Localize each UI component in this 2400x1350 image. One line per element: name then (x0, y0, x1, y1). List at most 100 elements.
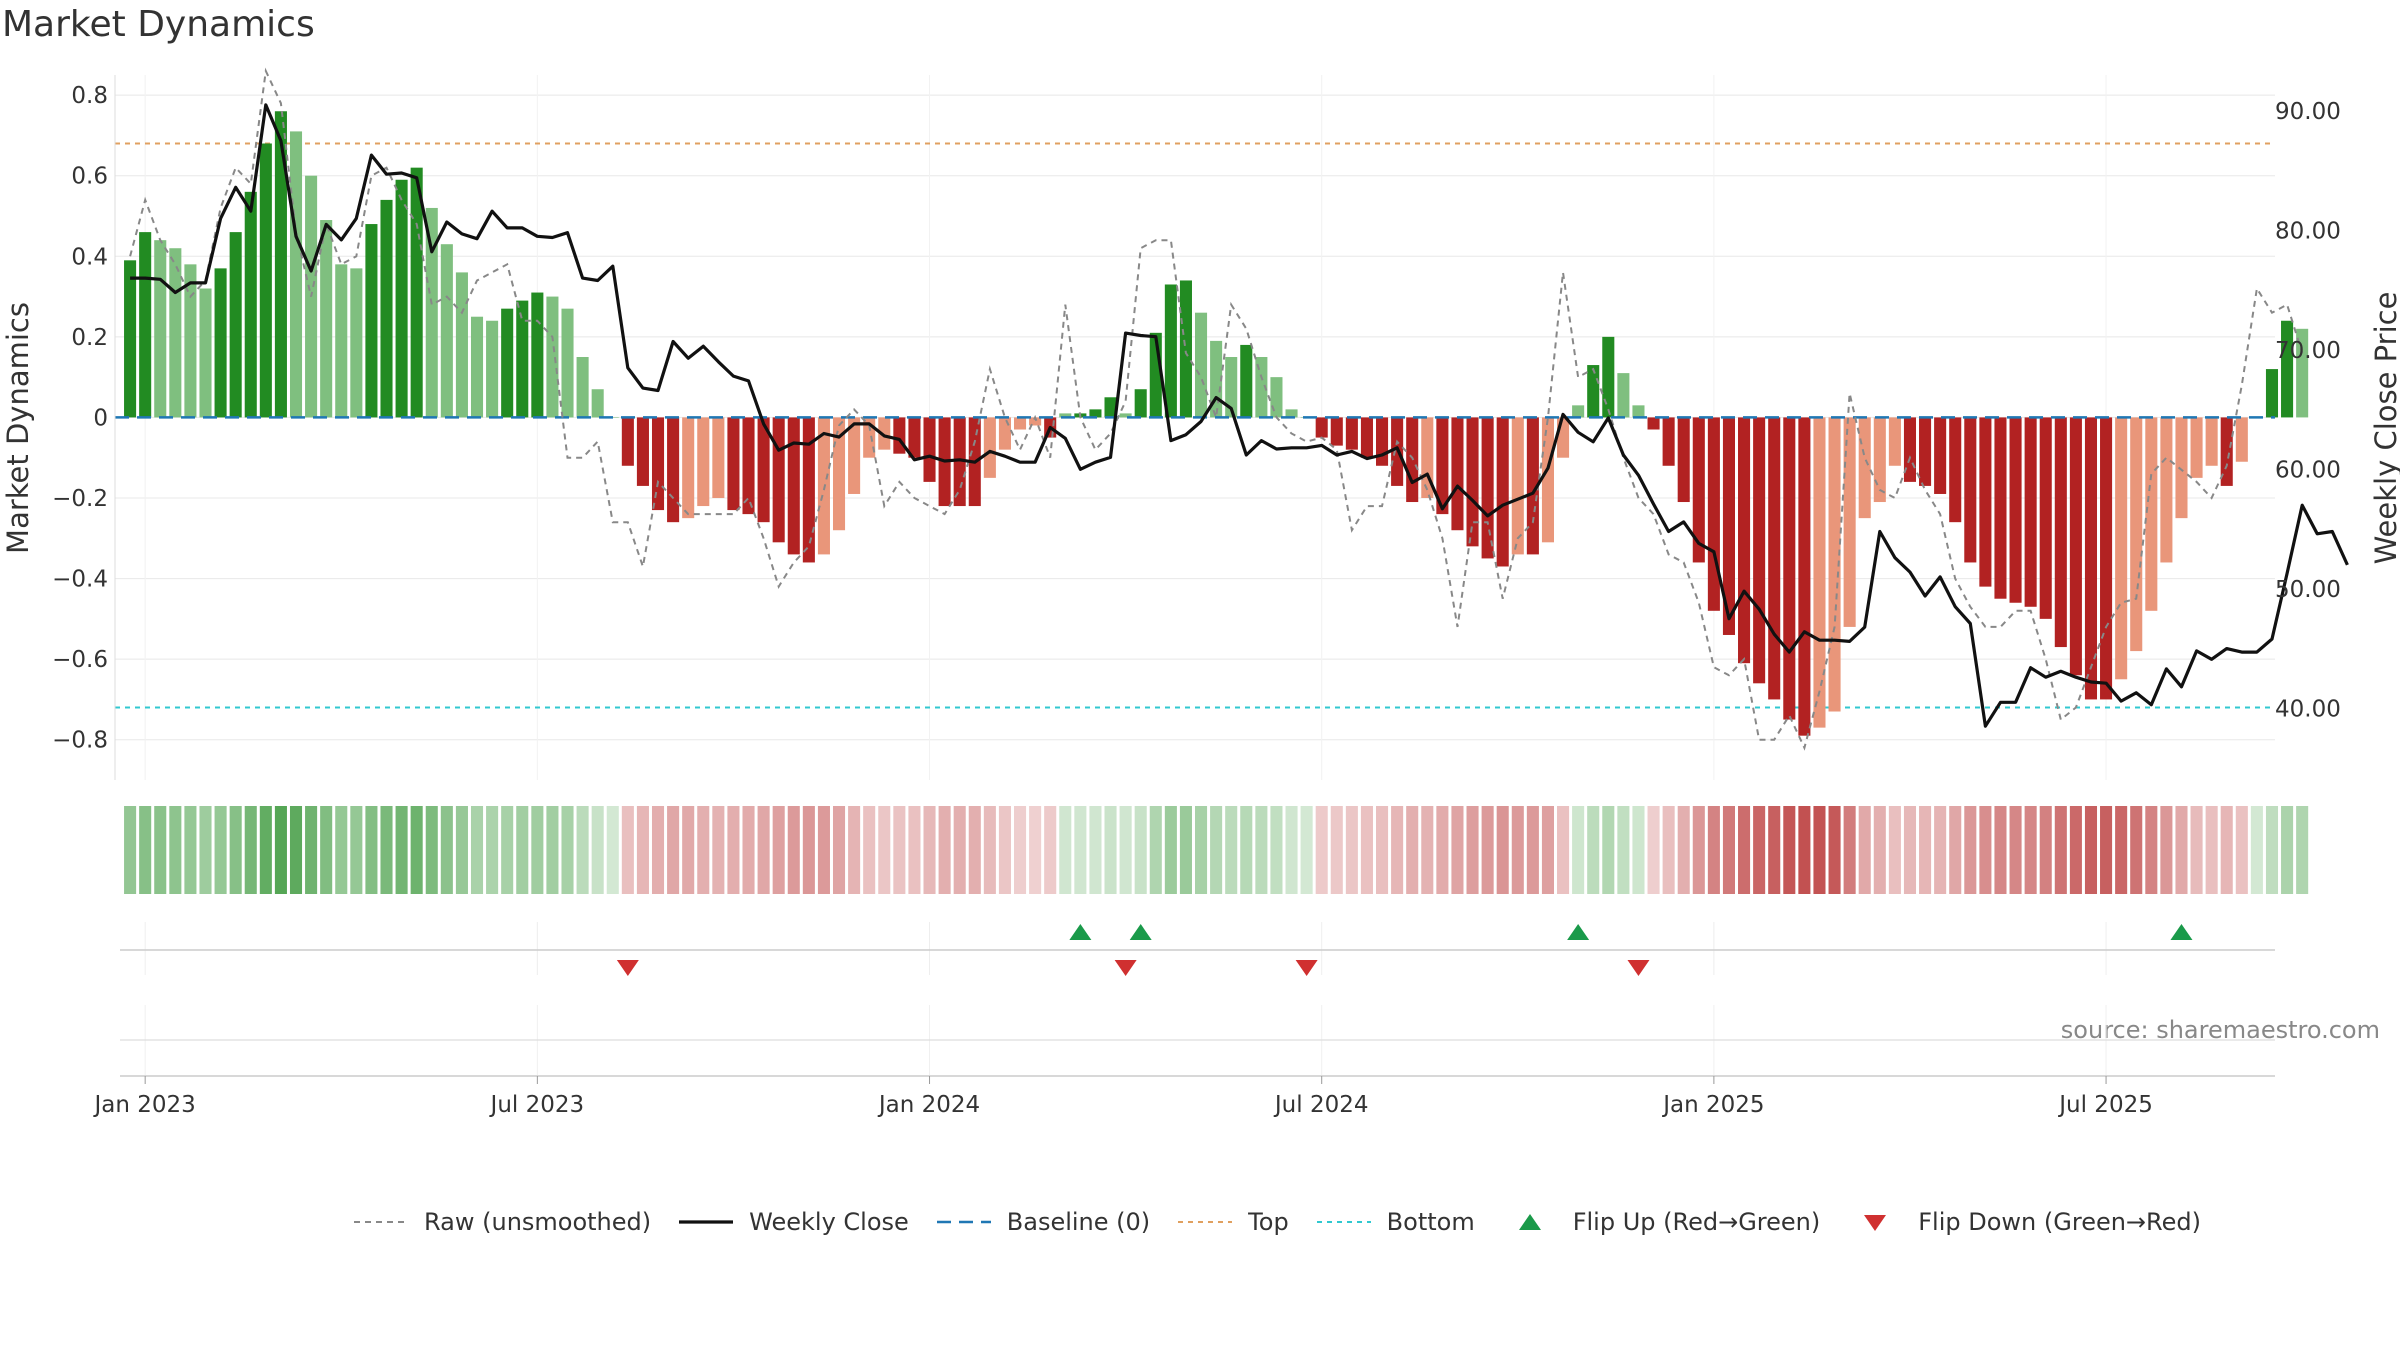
momentum-bar (1360, 417, 1373, 458)
momentum-bar (1813, 417, 1826, 728)
momentum-bar (787, 417, 800, 555)
momentum-bar (229, 232, 242, 418)
flip-up-marker (1567, 924, 1590, 940)
regime-strip-cell (742, 806, 755, 894)
momentum-bar (335, 264, 348, 418)
momentum-bar (1602, 336, 1615, 418)
legend-label: Bottom (1386, 1208, 1475, 1236)
momentum-bar (2265, 369, 2279, 418)
x-tick-label: Jan 2024 (877, 1092, 980, 1118)
regime-strip-cell (727, 806, 740, 894)
y-tick-label: 0.6 (71, 164, 108, 190)
regime-strip-cell (1376, 806, 1389, 894)
momentum-bar (908, 417, 921, 458)
momentum-bar (320, 220, 333, 418)
momentum-bar (1572, 405, 1585, 418)
regime-strip-cell (787, 806, 800, 894)
regime-strip-cell (259, 806, 272, 894)
legend-item: Baseline (0) (935, 1208, 1150, 1236)
regime-strip-cell (1677, 806, 1690, 894)
regime-strip-cell (848, 806, 861, 894)
momentum-bar (802, 417, 815, 563)
regime-strip-cell (274, 806, 287, 894)
regime-strip-cell (1059, 806, 1072, 894)
momentum-bar (1949, 417, 1962, 523)
regime-strip-cell (350, 806, 363, 894)
momentum-bar (546, 296, 559, 418)
regime-strip-cell (305, 806, 318, 894)
flip-up-marker (1129, 924, 1152, 940)
axes: 0.8 0.6 0.4 0.2 0 −0.2 −0.4 −0.6 −0.8 90.00 80.00 7… (1, 75, 2400, 780)
regime-strip-cell (1119, 806, 1132, 894)
momentum-bar (953, 417, 966, 507)
legend-label: Baseline (0) (1006, 1208, 1151, 1236)
regime-strip-cell (863, 806, 876, 894)
momentum-bar (2175, 417, 2188, 519)
regime-strip-cell (2130, 806, 2143, 894)
momentum-bar (2296, 328, 2309, 418)
momentum-bar (2100, 417, 2113, 700)
momentum-bar (2024, 417, 2037, 607)
regime-strip-cell (998, 806, 1011, 894)
y2-tick-label: 40.00 (2275, 696, 2341, 722)
regime-strip-cell (923, 806, 936, 894)
regime-strip-cell (953, 806, 966, 894)
regime-strip-cell (1843, 806, 1856, 894)
momentum-bar (1134, 389, 1147, 418)
regime-strip-cell (908, 806, 921, 894)
momentum-bar (1632, 405, 1645, 418)
momentum-bar (1753, 417, 1766, 684)
regime-strip-cell (335, 806, 348, 894)
momentum-bar (214, 268, 227, 418)
regime-strip-cell (1285, 806, 1298, 894)
momentum-bars (124, 111, 2309, 736)
momentum-bar (1240, 344, 1253, 418)
legend-label: Top (1248, 1208, 1289, 1236)
momentum-bar (244, 191, 257, 418)
regime-strip-cell (1421, 806, 1434, 894)
regime-strip-cell (893, 806, 906, 894)
x-tick-label: Jul 2024 (1273, 1092, 1369, 1118)
momentum-bar (772, 417, 785, 543)
momentum-bar (1677, 417, 1690, 503)
regime-strip-cell (1707, 806, 1720, 894)
regime-strip-cell (757, 806, 770, 894)
regime-strip-cell (410, 806, 423, 894)
regime-strip-cell (199, 806, 212, 894)
flip-markers-panel (120, 922, 2275, 976)
momentum-bar (1994, 417, 2007, 599)
momentum-bar (591, 389, 604, 418)
momentum-bar (1692, 417, 1705, 563)
momentum-bar (1722, 417, 1735, 635)
momentum-bar (124, 260, 137, 418)
regime-strip-cell (2220, 806, 2233, 894)
y2-tick-label: 90.00 (2275, 99, 2341, 125)
regime-strip-cell (1662, 806, 1675, 894)
regime-strip-cell (1406, 806, 1419, 894)
weekly-close-series (130, 103, 2349, 728)
momentum-bar (1858, 417, 1871, 519)
momentum-bar (1104, 397, 1117, 418)
regime-strip-cell (2039, 806, 2052, 894)
threshold-lines (115, 142, 2275, 709)
y2-tick-label: 70.00 (2275, 338, 2341, 364)
regime-strip-cell (1949, 806, 1962, 894)
momentum-bar (2054, 417, 2067, 648)
regime-strip-cell (380, 806, 393, 894)
legend-item: Weekly Close (677, 1208, 909, 1236)
x-tick-label: Jan 2023 (93, 1092, 196, 1118)
momentum-bar (998, 417, 1011, 450)
momentum-bar (1511, 417, 1524, 555)
regime-strip-cell (1828, 806, 1841, 894)
regime-strip-cell (1783, 806, 1796, 894)
regime-strip-cell (1692, 806, 1705, 894)
regime-strip-cell (2054, 806, 2067, 894)
regime-strip-cell (1044, 806, 1057, 894)
flip-up-marker (1069, 924, 1092, 940)
y-axis-label: Market Dynamics (1, 302, 35, 554)
momentum-bar (425, 207, 438, 418)
weekly-close-line (130, 103, 2349, 728)
y-tick-label: 0.4 (71, 244, 108, 270)
legend-item: Top (1176, 1208, 1289, 1236)
regime-strip-cell (1164, 806, 1177, 894)
